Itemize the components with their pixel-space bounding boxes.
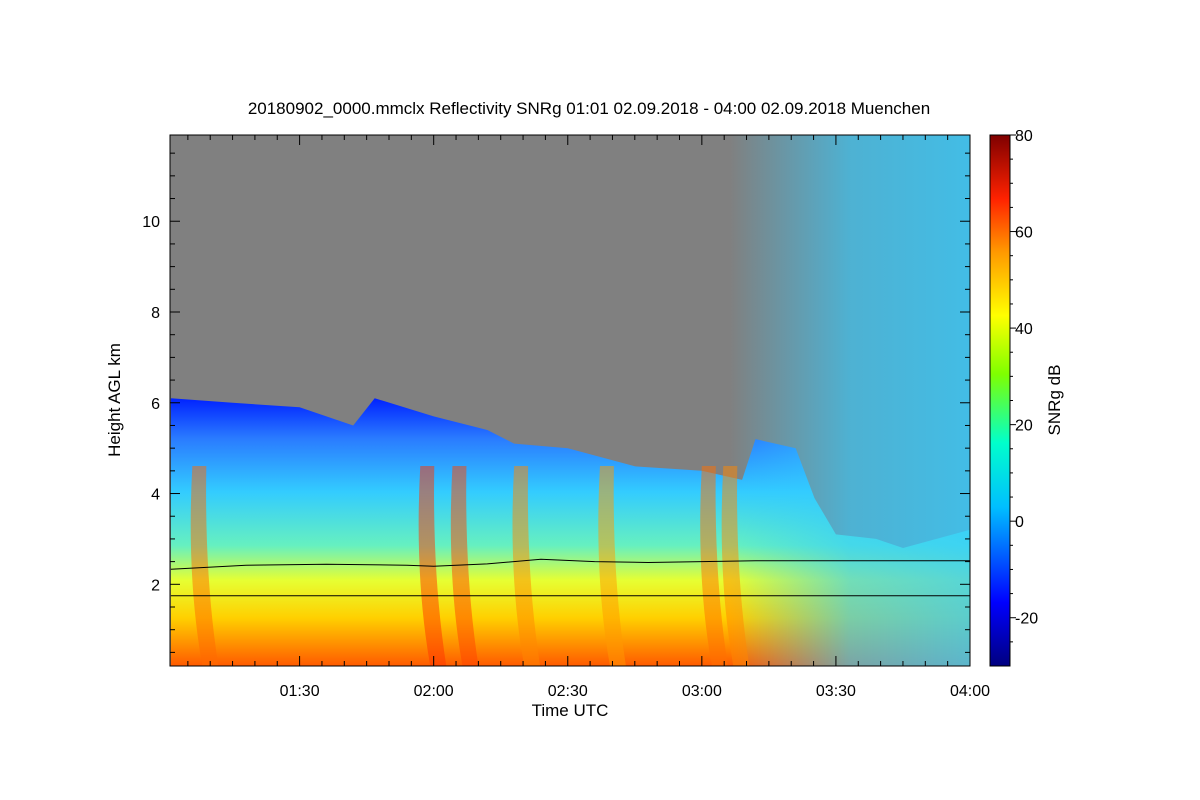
y-tick-label: 8 [151, 305, 160, 322]
colorbar-tick-label: 80 [1015, 128, 1033, 145]
fall-streak [450, 466, 479, 666]
colorbar-gradient [989, 134, 1011, 667]
colorbar-ticks: -20 0 20 40 60 80 [1010, 128, 1038, 643]
low-signal-overlay [170, 135, 970, 666]
x-tick-label: 02:00 [414, 683, 454, 700]
x-axis-label: Time UTC [532, 701, 609, 720]
y-tick-label: 10 [142, 214, 160, 231]
colorbar-tick-label: 60 [1015, 225, 1033, 242]
y-tick-label: 6 [151, 396, 160, 413]
plot-frame [169, 134, 971, 667]
colorbar-label: SNRg dB [1045, 365, 1064, 436]
colorbar: -20 0 20 40 60 80 SNRg dB [989, 128, 1064, 667]
fall-streak [721, 466, 750, 666]
x-axis: 01:30 02:00 02:30 03:00 03:30 04:00 [187, 135, 990, 700]
x-tick-label: 03:00 [682, 683, 722, 700]
fall-streak [512, 466, 541, 666]
y-tick-label: 2 [151, 577, 160, 594]
colorbar-tick-label: 0 [1015, 514, 1024, 531]
fall-streaks [190, 466, 750, 666]
x-tick-label: 01:30 [280, 683, 320, 700]
fall-streak [700, 466, 728, 666]
y-axis: 2 4 6 8 10 [142, 152, 970, 653]
x-tick-label: 03:30 [816, 683, 856, 700]
colorbar-tick-label: 20 [1015, 418, 1033, 435]
y-tick-label: 4 [151, 487, 160, 504]
fall-streak [190, 466, 219, 666]
overlay-line [170, 558, 970, 570]
colorbar-tick-label: -20 [1015, 611, 1038, 628]
chart-title: 20180902_0000.mmclx Reflectivity SNRg 01… [248, 99, 930, 118]
fall-streak [598, 466, 626, 666]
colorbar-tick-label: 40 [1015, 321, 1033, 338]
plot-area [170, 135, 970, 666]
y-axis-label: Height AGL km [105, 343, 124, 457]
overlay-lines [170, 558, 970, 597]
x-tick-label: 02:30 [548, 683, 588, 700]
x-tick-label: 04:00 [950, 683, 990, 700]
